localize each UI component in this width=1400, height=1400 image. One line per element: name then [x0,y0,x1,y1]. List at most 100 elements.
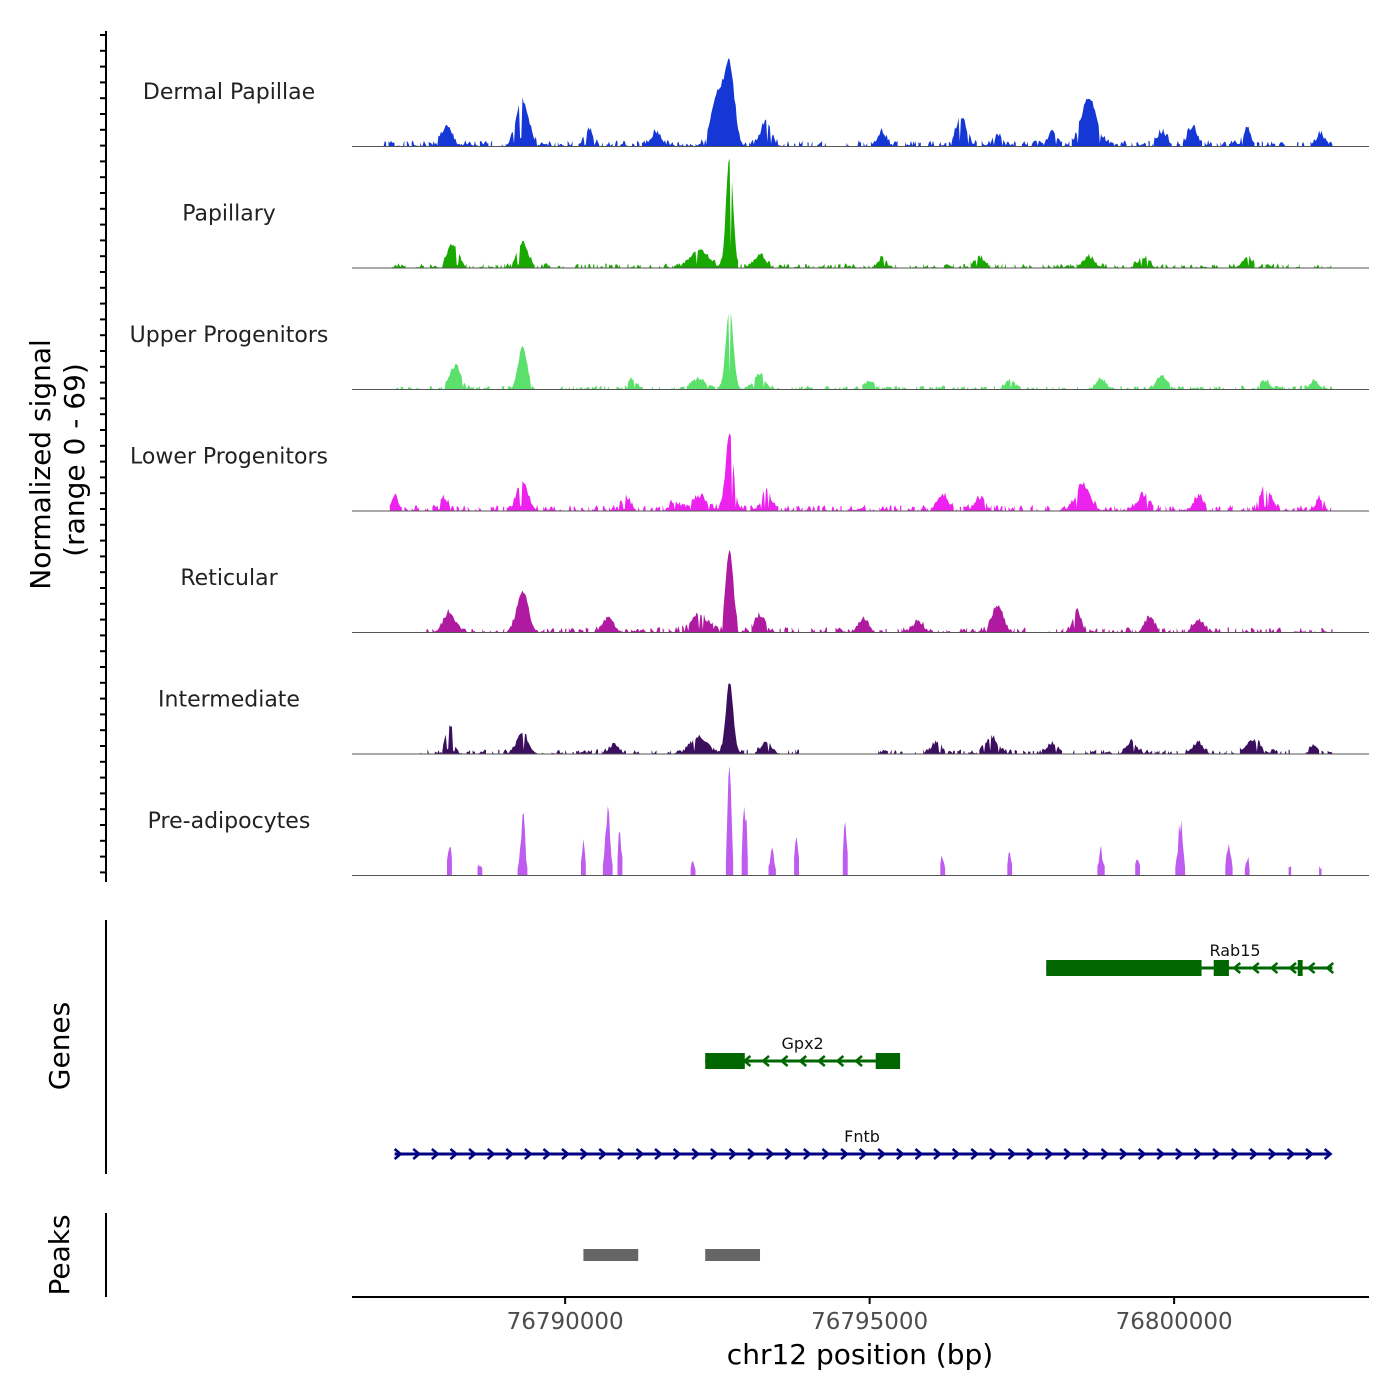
coverage-area [426,549,1333,633]
strand-arrow [579,1148,589,1160]
strand-arrow [486,1148,496,1160]
strand-arrow [1230,1148,1240,1160]
coverage-tracks: Dermal Papillae Papillary Upper Progenitor… [130,58,1369,876]
strand-arrow [1007,1148,1017,1160]
strand-arrow [854,1055,863,1067]
strand-arrow [393,1148,403,1160]
track-label: Lower Progenitors [130,445,328,470]
strand-arrow [989,1148,998,1160]
strand-arrow [1305,1148,1314,1160]
strand-arrow [1286,1148,1296,1160]
strand-arrow [691,1148,701,1160]
strand-arrow [1250,962,1260,974]
peaks-track [583,1249,761,1261]
gene-rab15: Rab15 [1046,941,1335,976]
strand-arrow [635,1148,645,1160]
strand-arrow [1063,1148,1073,1160]
track-label: Pre-adipocytes [148,809,311,834]
strand-arrow [877,1148,887,1160]
strand-arrow [1288,962,1297,974]
gene-label: Gpx2 [782,1034,824,1053]
x-axis-ticks: 76790000 76795000 76800000 [507,1297,1233,1335]
strand-arrow [672,1148,682,1160]
coverage-area [447,766,1322,876]
strand-arrow [1232,962,1242,974]
strand-arrow [1249,1148,1259,1160]
coverage-area [383,58,1333,147]
strand-arrow [654,1148,663,1160]
track-label: Dermal Papillae [143,80,315,105]
x-tick-label: 76795000 [811,1309,928,1335]
track-papillary: Papillary [182,158,1369,269]
coverage-area [389,433,1332,511]
genes-axis-title: Genes [43,1002,76,1090]
gene-fntb: Fntb [393,1127,1333,1160]
strand-arrow [412,1148,422,1160]
strand-arrow [598,1148,608,1160]
strand-arrow [1212,1148,1221,1160]
strand-arrow [858,1148,868,1160]
coverage-y-axis-title-line1: Normalized signal [24,339,57,590]
strand-arrow [933,1148,942,1160]
strand-arrow [1325,962,1335,974]
strand-arrow [896,1148,905,1160]
strand-arrow [505,1148,515,1160]
peak-region [705,1249,761,1261]
strand-arrow [1100,1148,1110,1160]
track-pre-adipocytes: Pre-adipocytes [148,766,1369,876]
gene-exon [1213,960,1229,976]
strand-arrow [1026,1148,1035,1160]
strand-arrow [1268,1148,1277,1160]
strand-arrow [784,1148,794,1160]
x-tick-label: 76800000 [1116,1309,1233,1335]
x-tick-label: 76790000 [507,1309,624,1335]
track-label: Papillary [182,202,276,227]
track-upper-progenitors: Upper Progenitors [130,312,1369,390]
strand-arrow [542,1148,552,1160]
track-label: Intermediate [158,688,300,713]
strand-arrow [779,1055,789,1067]
track-dermal-papillae: Dermal Papillae [143,58,1369,147]
strand-arrow [747,1148,756,1160]
gene-gpx2: Gpx2 [705,1034,901,1069]
track-intermediate: Intermediate [158,683,1369,755]
strand-arrow [840,1148,849,1160]
coverage-y-axis-title: Normalized signal (range 0 - 69) [24,330,91,589]
peak-region [583,1249,639,1261]
strand-arrow [1082,1148,1091,1160]
strand-arrow [1175,1148,1184,1160]
strand-arrow [617,1148,626,1160]
strand-arrow [1044,1148,1054,1160]
strand-arrow [1323,1148,1333,1160]
strand-arrow [914,1148,924,1160]
gene-exon [875,1053,901,1069]
strand-arrow [761,1055,770,1067]
track-label: Reticular [180,566,278,591]
gene-annotation-track: Rab15 Gpx2 Fntb [393,941,1335,1160]
strand-arrow [728,1148,738,1160]
strand-arrow [835,1055,845,1067]
strand-arrow [524,1148,533,1160]
strand-arrow [951,1148,961,1160]
strand-arrow [765,1148,775,1160]
strand-arrow [1156,1148,1166,1160]
strand-arrow [449,1148,459,1160]
strand-arrow [821,1148,831,1160]
gene-label: Rab15 [1209,941,1260,960]
track-reticular: Reticular [180,549,1369,633]
strand-arrow [1193,1148,1203,1160]
coverage-area [420,683,1333,754]
coverage-area [392,158,1332,268]
coverage-y-axis-title-line2: (range 0 - 69) [58,363,91,557]
coverage-y-axis-ticks [100,34,106,874]
x-axis-title: chr12 position (bp) [727,1338,993,1371]
gene-exon [1297,960,1303,976]
strand-arrow [1119,1148,1128,1160]
track-label: Upper Progenitors [130,323,329,348]
strand-arrow [816,1055,826,1067]
strand-arrow [1137,1148,1147,1160]
strand-arrow [798,1055,808,1067]
strand-arrow [970,1148,980,1160]
strand-arrow [431,1148,440,1160]
